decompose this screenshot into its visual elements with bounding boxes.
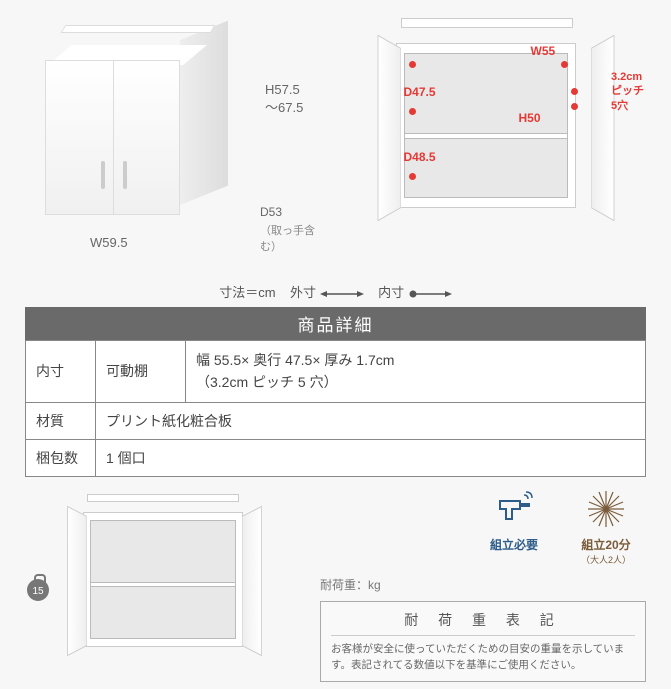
inner-arrow-icon: [408, 289, 452, 299]
inner-depth-upper-label: D47.5: [404, 85, 436, 99]
legend-outer: 外寸: [290, 285, 316, 300]
info-panel: 組立必要 組立20分 （大人2人）: [320, 489, 646, 689]
spec-cell: 材質: [26, 402, 96, 439]
closed-cabinet-illustration: [45, 25, 235, 225]
inner-height-label: H50: [519, 111, 541, 125]
assembly-time-block: 組立20分 （大人2人）: [571, 489, 641, 566]
load-notice-text: お客様が安全に使っていただくための目安の重量を示しています。表記されてる数値以下…: [331, 642, 635, 674]
assembly-label: 組立必要: [479, 536, 549, 553]
table-row: 材質 プリント紙化粧合板: [26, 402, 646, 439]
spec-cell: 幅 55.5× 奥行 47.5× 厚み 1.7cm （3.2cm ピッチ 5 穴…: [186, 341, 646, 403]
pitch-label: 3.2cm ピッチ 5穴: [611, 70, 644, 113]
legend-inner: 内寸: [378, 285, 404, 300]
table-row: 梱包数 1 個口: [26, 439, 646, 476]
inner-depth-lower-label: D48.5: [404, 150, 436, 164]
dimension-height: H57.5 ～67.5: [265, 82, 303, 116]
spec-cell: 1 個口: [96, 439, 646, 476]
bottom-section: 15 組立必要: [0, 477, 671, 689]
assembly-required-block: 組立必要: [479, 489, 549, 566]
table-row: 内寸 可動棚 幅 55.5× 奥行 47.5× 厚み 1.7cm （3.2cm …: [26, 341, 646, 403]
spec-table: 内寸 可動棚 幅 55.5× 奥行 47.5× 厚み 1.7cm （3.2cm …: [25, 340, 646, 477]
spec-cell: 梱包数: [26, 439, 96, 476]
weight-badge-icon: 15: [27, 579, 49, 601]
spec-cell: 可動棚: [96, 341, 186, 403]
outer-arrow-icon: [320, 289, 364, 299]
dimension-width: W59.5: [90, 235, 128, 250]
legend-unit: 寸法＝cm: [219, 285, 275, 300]
open-cabinet-diagram: W55 D47.5 H50 D48.5 3.2cm ピッチ 5穴: [346, 10, 647, 280]
dimension-legend: 寸法＝cm 外寸 内寸: [0, 280, 671, 307]
load-notice-box: 耐 荷 重 表 記 お客様が安全に使っていただくための目安の重量を示しています。…: [320, 601, 646, 683]
spec-cell: プリント紙化粧合板: [96, 402, 646, 439]
time-sublabel: （大人2人）: [571, 553, 641, 566]
open-cabinet-illustration: [346, 18, 636, 248]
time-label: 組立20分: [571, 536, 641, 553]
dimension-depth-note: （取っ手含む）: [260, 222, 326, 254]
small-open-cabinet-illustration: [45, 494, 290, 674]
top-diagram-section: W59.5 H57.5 ～67.5 D53 （取っ手含む） W55 D47.5 …: [0, 0, 671, 280]
assembly-icons-row: 組立必要 組立20分 （大人2人）: [320, 489, 646, 566]
dimension-depth: D53: [260, 205, 282, 219]
load-diagram: 15: [25, 489, 305, 689]
spec-cell: 内寸: [26, 341, 96, 403]
load-capacity-text: 耐荷重：kg: [320, 576, 646, 593]
starburst-icon: [586, 489, 626, 529]
spec-table-title: 商品詳細: [25, 307, 646, 340]
drill-icon: [494, 489, 534, 529]
closed-cabinet-diagram: W59.5 H57.5 ～67.5 D53 （取っ手含む）: [25, 10, 326, 280]
load-notice-title: 耐 荷 重 表 記: [331, 610, 635, 636]
inner-width-label: W55: [531, 44, 556, 58]
